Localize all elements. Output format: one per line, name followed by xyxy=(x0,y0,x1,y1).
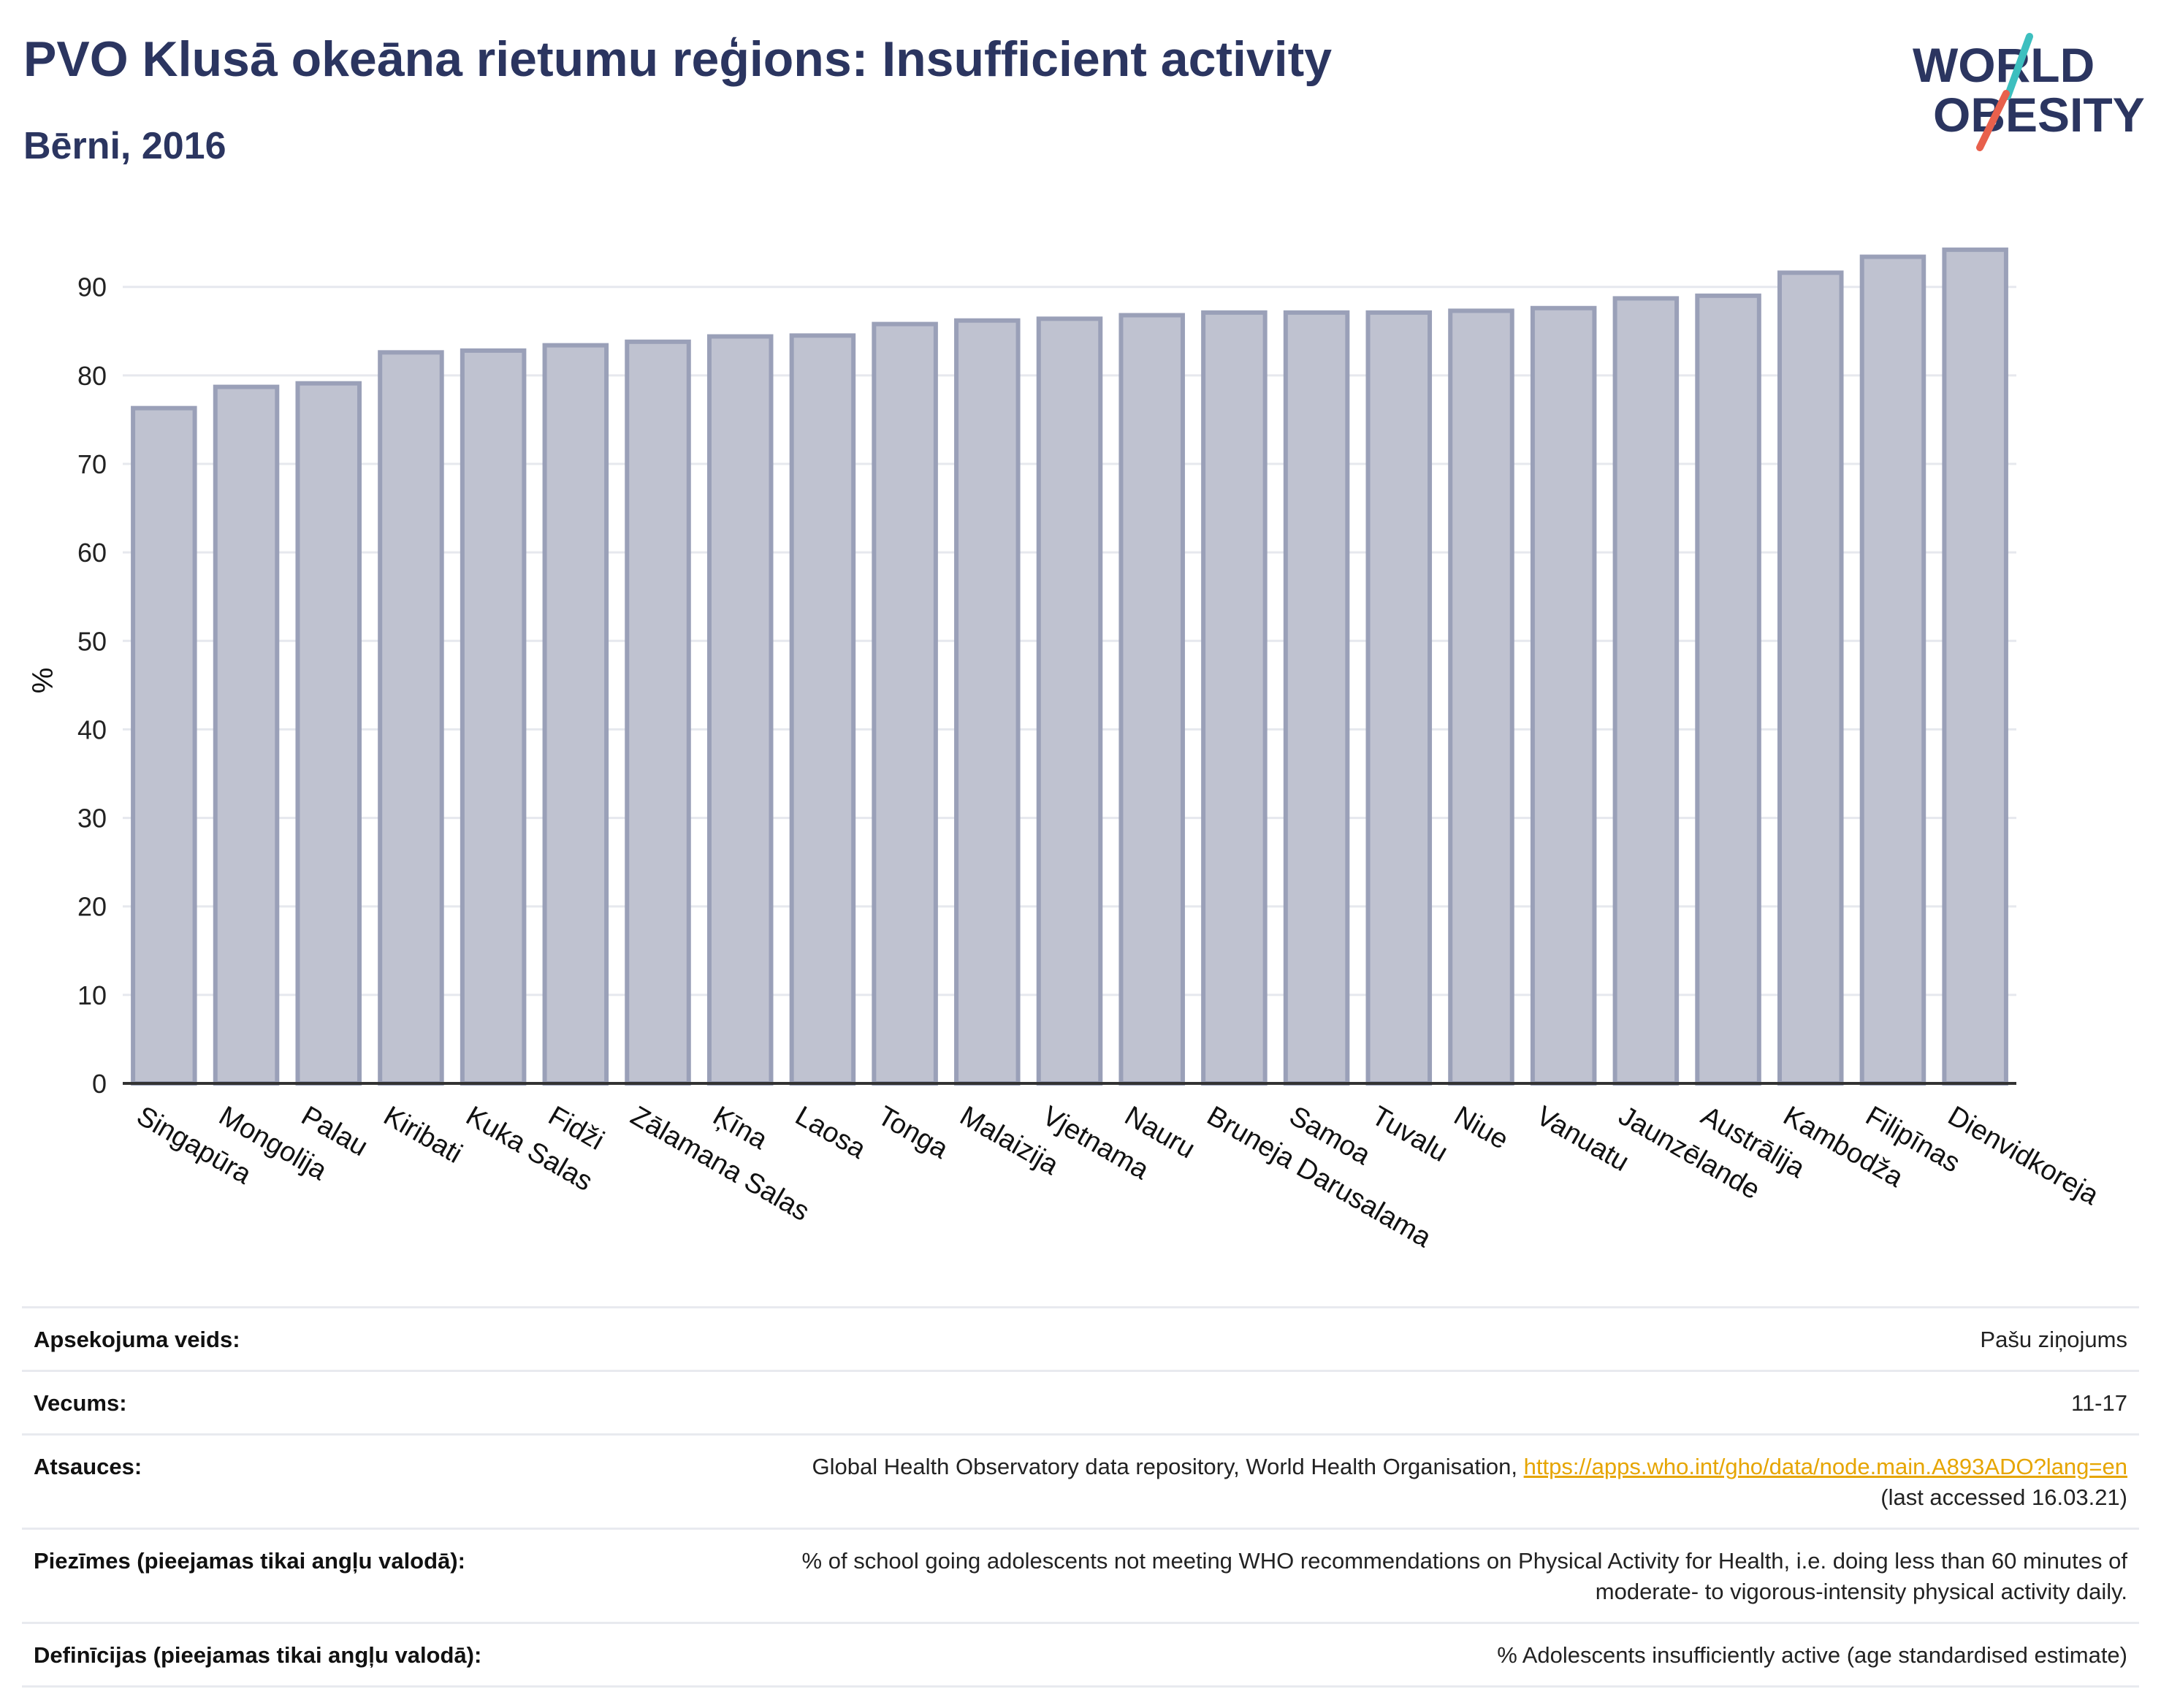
logo-slash-teal xyxy=(2004,33,2033,100)
bar xyxy=(625,339,691,1086)
bar xyxy=(1612,296,1680,1086)
y-tick-labels: 0 10 20 30 40 50 60 70 80 90 xyxy=(77,272,107,1099)
bar xyxy=(1036,316,1103,1086)
meta-value: % Adolescents insufficiently active (age… xyxy=(615,1622,2139,1688)
meta-row-survey-type: Apsekojuma veids: Pašu ziņojums xyxy=(22,1306,2139,1371)
reference-link[interactable]: https://apps.who.int/gho/data/node.main.… xyxy=(1523,1454,2127,1479)
metadata-table: Apsekojuma veids: Pašu ziņojums Vecums: … xyxy=(22,1306,2139,1688)
logo-slash-red xyxy=(1976,90,2010,151)
bar xyxy=(954,318,1021,1086)
y-tick-label: 20 xyxy=(77,892,107,922)
y-tick-label: 40 xyxy=(77,714,107,744)
meta-value-cell: % of school going adolescents not meetin… xyxy=(615,1528,2139,1623)
meta-reference-text: Global Health Observatory data repositor… xyxy=(812,1454,1524,1479)
logo-line-1: WORLD xyxy=(1913,38,2095,92)
bar xyxy=(872,321,938,1086)
bar xyxy=(213,384,280,1086)
y-tick-label: 90 xyxy=(77,272,107,302)
y-tick-label: 10 xyxy=(77,980,107,1010)
bar xyxy=(131,405,197,1086)
page-title: PVO Klusā okeāna rietumu reģions: Insuff… xyxy=(23,31,1333,87)
x-tick-label: Laosa xyxy=(790,1100,871,1165)
meta-label: Definīcijas (pieejamas tikai angļu valod… xyxy=(22,1622,615,1688)
bar xyxy=(1777,270,1844,1086)
meta-reference-accessed: (last accessed 16.03.21) xyxy=(1880,1484,2127,1510)
page-subtitle: Bērni, 2016 xyxy=(23,125,226,167)
x-tick-label: Dienvidkoreja xyxy=(1943,1100,2104,1211)
bars xyxy=(131,247,2008,1086)
meta-notes-line-2: moderate- to vigorous-intensity physical… xyxy=(1595,1579,2127,1604)
meta-row-definitions: Definīcijas (pieejamas tikai angļu valod… xyxy=(22,1622,2139,1688)
x-tick-label: Vanuatu xyxy=(1531,1100,1634,1178)
meta-row-references: Atsauces: Global Health Observatory data… xyxy=(22,1433,2139,1529)
bar xyxy=(378,350,444,1086)
y-tick-label: 30 xyxy=(77,804,107,834)
meta-notes-line-1: % of school going adolescents not meetin… xyxy=(801,1548,2127,1574)
x-tick-label: Tonga xyxy=(872,1100,953,1165)
bar xyxy=(1695,293,1761,1086)
y-tick-label: 80 xyxy=(77,361,107,391)
bar xyxy=(460,348,527,1086)
meta-label: Atsauces: xyxy=(22,1433,615,1529)
bar xyxy=(1118,313,1185,1086)
bar xyxy=(542,343,609,1086)
meta-label: Vecums: xyxy=(22,1370,615,1435)
meta-value-cell: Global Health Observatory data repositor… xyxy=(615,1433,2139,1529)
bar xyxy=(1530,305,1597,1086)
meta-label: Apsekojuma veids: xyxy=(22,1306,615,1371)
bar xyxy=(706,334,774,1086)
y-tick-label: 0 xyxy=(92,1069,107,1099)
meta-row-age: Vecums: 11-17 xyxy=(22,1370,2139,1435)
y-axis-label: % xyxy=(27,668,59,694)
bar xyxy=(1365,310,1433,1086)
world-obesity-logo: WORLD OBESITY xyxy=(1913,33,2145,151)
logo-line-2: OBESITY xyxy=(1933,88,2145,142)
bar xyxy=(1448,308,1514,1086)
bar xyxy=(295,381,362,1086)
y-tick-label: 70 xyxy=(77,449,107,479)
y-tick-label: 60 xyxy=(77,538,107,568)
meta-value: 11-17 xyxy=(615,1370,2139,1435)
bar xyxy=(1283,310,1350,1086)
bar xyxy=(789,333,856,1086)
bar xyxy=(1859,254,1926,1086)
meta-value: Pašu ziņojums xyxy=(615,1306,2139,1371)
bar-chart: 0 10 20 30 40 50 60 70 80 90 SingapūraMongolijaPa… xyxy=(27,247,2104,1254)
meta-row-notes: Piezīmes (pieejamas tikai angļu valodā):… xyxy=(22,1528,2139,1623)
x-tick-label: Kiribati xyxy=(378,1100,468,1169)
bar xyxy=(1201,310,1268,1086)
x-tick-label: Tuvalu xyxy=(1366,1100,1453,1168)
x-tick-label: Niue xyxy=(1449,1100,1514,1155)
meta-label: Piezīmes (pieejamas tikai angļu valodā): xyxy=(22,1528,615,1623)
bar xyxy=(1942,247,2008,1086)
y-tick-label: 50 xyxy=(77,626,107,656)
